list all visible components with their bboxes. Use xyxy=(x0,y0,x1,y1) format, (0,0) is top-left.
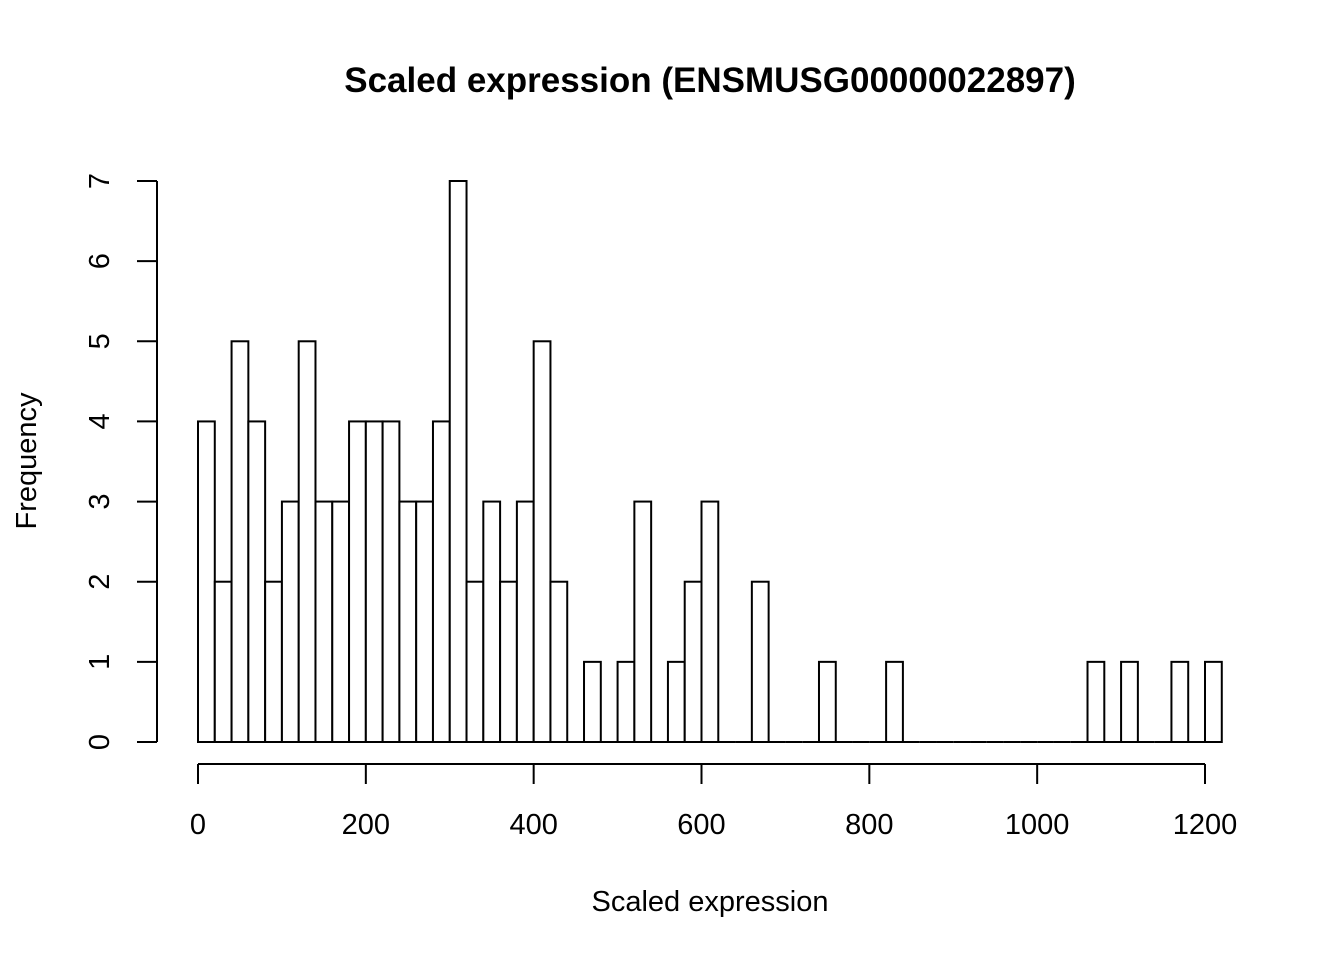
histogram-bar xyxy=(431,420,451,743)
y-tick-label: 6 xyxy=(84,253,116,269)
x-tick-label: 1200 xyxy=(1173,809,1238,841)
histogram-bar xyxy=(264,580,283,744)
histogram-bar xyxy=(750,580,770,744)
chart-title: Scaled expression (ENSMUSG00000022897) xyxy=(344,61,1076,100)
y-tick-label: 0 xyxy=(84,734,116,750)
y-tick-label: 7 xyxy=(84,173,116,189)
histogram-bar xyxy=(499,580,518,744)
histogram-bar xyxy=(314,500,334,744)
y-tick-label: 1 xyxy=(84,654,116,670)
histogram-bar xyxy=(583,660,602,743)
x-tick-label: 600 xyxy=(677,809,725,841)
x-tick-label: 800 xyxy=(845,809,893,841)
y-tick-label: 2 xyxy=(84,574,116,590)
bars-group xyxy=(197,180,1223,744)
histogram-bar xyxy=(197,420,216,743)
histogram-bar xyxy=(666,660,686,743)
histogram-bar xyxy=(448,180,468,743)
histogram-bar xyxy=(549,580,569,744)
histogram-bar xyxy=(700,500,720,744)
y-axis: 0 1 2 3 4 5 6 7 xyxy=(84,173,158,750)
x-tick-label: 400 xyxy=(509,809,557,841)
histogram-bar xyxy=(1204,660,1223,743)
histogram-bar xyxy=(364,420,384,743)
histogram-bar xyxy=(1170,660,1190,743)
y-tick-label: 4 xyxy=(84,413,116,429)
x-tick-label: 1000 xyxy=(1005,809,1070,841)
histogram-bar xyxy=(482,500,502,744)
y-tick-label: 3 xyxy=(84,494,116,510)
x-axis-title: Scaled expression xyxy=(592,886,829,918)
histogram-bar xyxy=(532,340,552,743)
histogram-bar xyxy=(381,420,401,743)
histogram-bar xyxy=(415,500,434,744)
histogram-bar xyxy=(633,500,653,744)
x-axis: 0 200 400 600 800 1000 1200 xyxy=(190,763,1238,841)
histogram-bar xyxy=(213,580,233,744)
histogram-bar xyxy=(515,500,535,744)
histogram-bar xyxy=(465,580,485,744)
x-tick-label: 0 xyxy=(190,809,206,841)
histogram-bar xyxy=(683,580,703,744)
histogram-bar xyxy=(398,500,418,744)
histogram-bar xyxy=(1120,660,1139,743)
histogram-bar xyxy=(616,660,636,743)
histogram-bar xyxy=(230,340,250,743)
histogram-bar xyxy=(885,660,904,743)
histogram-bar xyxy=(247,420,267,743)
x-tick-label: 200 xyxy=(342,809,390,841)
histogram-bar xyxy=(280,500,300,744)
histogram-bar xyxy=(1086,660,1106,743)
histogram-bar xyxy=(817,660,837,743)
histogram-bar xyxy=(297,340,317,743)
y-axis-title: Frequency xyxy=(11,392,43,530)
histogram-bar xyxy=(348,420,367,743)
histogram-bar xyxy=(331,500,351,744)
y-tick-label: 5 xyxy=(84,333,116,349)
